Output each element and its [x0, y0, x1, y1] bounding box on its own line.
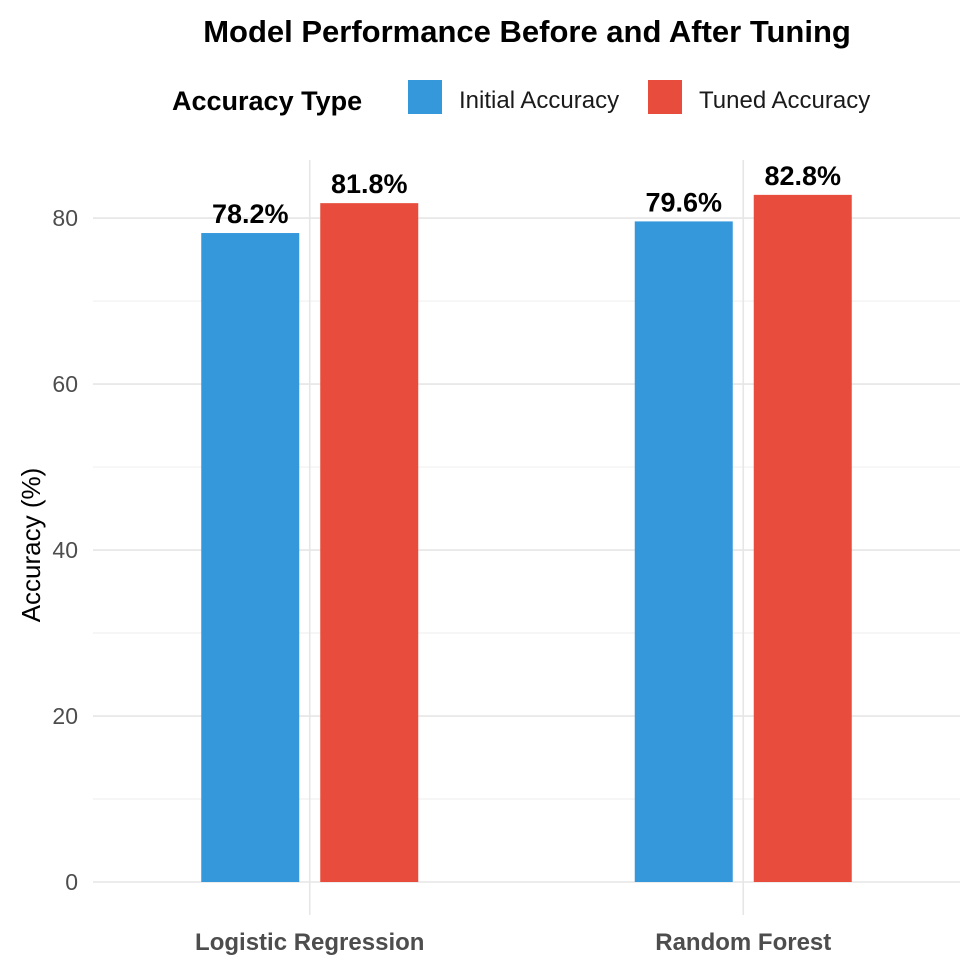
data-label: 78.2%: [212, 199, 289, 229]
data-label: 79.6%: [645, 187, 722, 217]
y-tick-label: 40: [52, 537, 78, 563]
legend-label-initial: Initial Accuracy: [459, 87, 619, 114]
legend-swatch-tuned: [648, 80, 682, 114]
bar: [634, 221, 733, 882]
y-axis-label: Accuracy (%): [16, 468, 46, 623]
data-label: 81.8%: [331, 169, 408, 199]
x-tick-label: Logistic Regression: [195, 929, 424, 956]
bar: [201, 233, 300, 882]
chart-title: Model Performance Before and After Tunin…: [203, 14, 851, 49]
legend-title: Accuracy Type: [172, 86, 362, 116]
y-tick-label: 80: [52, 205, 78, 231]
legend-label-tuned: Tuned Accuracy: [699, 87, 870, 114]
y-tick-label: 60: [52, 371, 78, 397]
y-tick-label: 20: [52, 703, 78, 729]
legend-swatch-initial: [408, 80, 442, 114]
data-labels: 78.2% 79.6% 81.8% 82.8%: [212, 161, 841, 229]
data-label: 82.8%: [764, 161, 841, 191]
legend: Accuracy Type Initial Accuracy Tuned Acc…: [172, 80, 870, 116]
bar: [753, 194, 852, 883]
y-axis-ticks: 0 20 40 60 80: [52, 205, 78, 895]
bar: [320, 203, 419, 882]
y-tick-label: 0: [65, 869, 78, 895]
x-axis-ticks: Logistic Regression Random Forest: [195, 929, 831, 956]
x-tick-label: Random Forest: [655, 929, 831, 956]
bars: [201, 194, 852, 883]
